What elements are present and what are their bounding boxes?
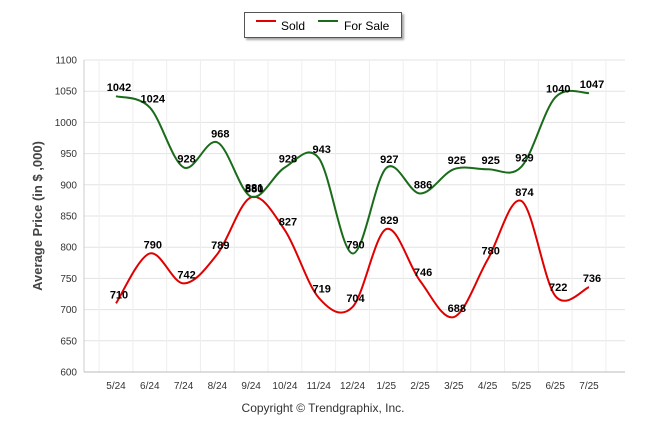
x-tick-label: 5/24: [106, 381, 126, 392]
data-label-for-sale: 928: [177, 153, 195, 165]
x-tick-label: 7/25: [579, 381, 599, 392]
data-label-for-sale: 925: [481, 155, 499, 167]
x-tick-label: 2/25: [410, 381, 430, 392]
data-label-for-sale: 925: [448, 155, 466, 167]
series-lines: [115, 89, 590, 319]
data-label-for-sale: 929: [515, 153, 533, 165]
y-tick-label: 700: [60, 305, 77, 316]
y-tick-label: 1100: [55, 56, 77, 67]
y-tick-label: 1000: [55, 118, 78, 129]
y-tick-label: 850: [60, 212, 77, 223]
data-label-for-sale: 943: [313, 144, 331, 156]
data-label-sold: 780: [481, 246, 499, 258]
axes: 600 650 700 750 800 850 900 950 1000 1050 1100 5/24…: [55, 56, 625, 392]
data-label-sold: 736: [583, 273, 601, 285]
x-tick-label: 8/24: [208, 381, 228, 392]
data-label-sold: 719: [313, 284, 331, 296]
legend-swatch-for-sale: [318, 20, 338, 22]
y-tick-label: 650: [60, 336, 77, 347]
legend-swatch-sold: [256, 20, 276, 22]
legend: Sold For Sale: [244, 12, 402, 38]
data-label-for-sale: 968: [211, 128, 229, 140]
x-tick-label: 9/24: [241, 381, 261, 392]
data-label-for-sale: 1040: [546, 83, 570, 95]
data-label-for-sale: 790: [346, 239, 364, 251]
y-tick-label: 750: [60, 274, 77, 285]
data-label-sold: 722: [549, 282, 567, 294]
gridlines: [84, 59, 625, 373]
data-label-sold: 827: [279, 216, 297, 228]
data-label-for-sale: 927: [380, 154, 398, 166]
x-tick-label: 7/24: [174, 381, 194, 392]
data-label-sold: 790: [144, 239, 162, 251]
x-tick-label: 3/25: [444, 381, 464, 392]
data-label-for-sale: 928: [279, 153, 297, 165]
data-label-sold: 874: [515, 187, 534, 199]
x-tick-label: 6/25: [545, 381, 565, 392]
y-axis-title: Average Price (in $ ,000): [30, 141, 45, 291]
data-label-for-sale: 1042: [107, 82, 131, 94]
x-tick-label: 11/24: [307, 381, 332, 392]
x-tick-label: 1/25: [377, 381, 397, 392]
data-label-sold: 710: [110, 289, 128, 301]
x-tick-label: 5/25: [512, 381, 532, 392]
data-label-for-sale: 886: [414, 180, 432, 192]
legend-label-for-sale: For Sale: [344, 19, 390, 33]
data-label-sold: 746: [414, 267, 432, 279]
x-tick-label: 4/25: [478, 381, 498, 392]
x-tick-label: 10/24: [272, 381, 297, 392]
data-label-sold: 704: [346, 293, 365, 305]
data-labels: 710 790 742 789 880 827 719 704 829 746 688 780 874 7…: [107, 79, 604, 315]
data-label-sold: 880: [245, 183, 263, 195]
legend-label-sold: Sold: [281, 19, 306, 33]
data-label-for-sale: 1024: [141, 93, 166, 105]
data-label-for-sale: 1047: [580, 79, 604, 91]
data-label-for-sale: 881: [245, 183, 263, 195]
data-label-sold: 789: [211, 240, 229, 252]
data-label-sold: 829: [380, 215, 398, 227]
copyright-text: Copyright © Trendgraphix, Inc.: [241, 401, 405, 415]
data-label-sold: 742: [177, 269, 195, 281]
y-tick-label: 900: [60, 180, 77, 191]
x-tick-label: 12/24: [340, 381, 365, 392]
x-tick-label: 6/24: [140, 381, 160, 392]
y-tick-label: 600: [60, 368, 77, 379]
series-line-sold: [115, 195, 590, 319]
y-tick-label: 800: [60, 243, 77, 254]
data-label-sold: 688: [448, 303, 466, 315]
y-tick-label: 1050: [55, 87, 78, 98]
series-line-for-sale: [115, 89, 590, 255]
y-tick-label: 950: [60, 149, 77, 160]
